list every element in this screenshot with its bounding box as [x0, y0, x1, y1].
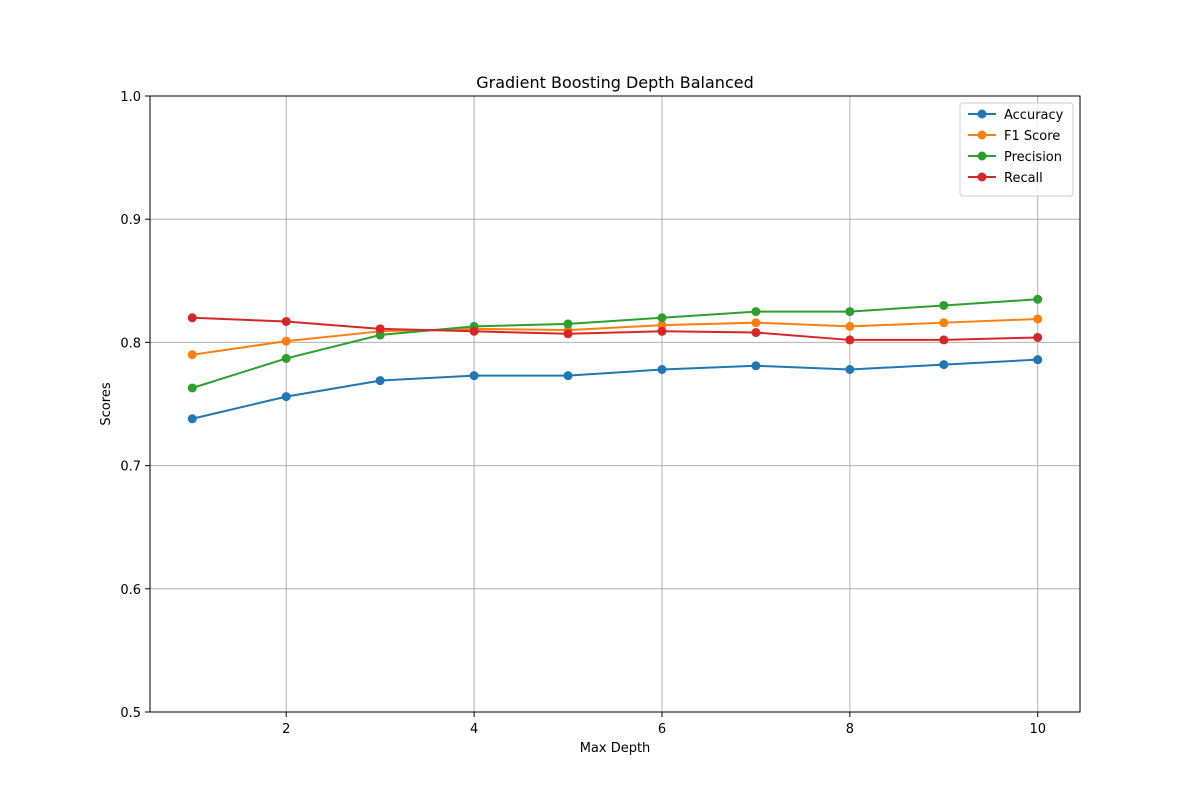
- data-point-precision: [187, 383, 197, 393]
- plot-frame: [149, 95, 1081, 713]
- y-tick-label: 0.8: [120, 336, 141, 351]
- data-point-accuracy: [1033, 355, 1043, 365]
- data-point-f1-score: [1033, 314, 1043, 324]
- data-point-recall: [563, 329, 573, 339]
- data-point-f1-score: [751, 318, 761, 328]
- data-point-accuracy: [751, 361, 761, 371]
- x-tick-label: 4: [470, 722, 478, 737]
- data-point-recall: [281, 316, 291, 326]
- x-tick-label: 8: [846, 722, 854, 737]
- legend-item-accuracy: Accuracy: [968, 108, 1064, 123]
- data-point-recall: [845, 335, 855, 345]
- data-point-precision: [657, 313, 667, 323]
- data-point-precision: [281, 353, 291, 363]
- legend-item-f1-score: F1 Score: [968, 129, 1060, 144]
- data-point-accuracy: [375, 376, 385, 386]
- series-accuracy: [187, 355, 1043, 424]
- series-recall: [187, 313, 1043, 345]
- data-point-accuracy: [469, 371, 479, 381]
- series-precision: [187, 294, 1043, 393]
- data-point-precision: [563, 319, 573, 329]
- data-point-accuracy: [563, 371, 573, 381]
- data-point-recall: [657, 326, 667, 336]
- y-tick-label: 0.5: [120, 706, 141, 721]
- x-tick-label: 2: [282, 722, 290, 737]
- data-point-f1-score: [657, 320, 667, 330]
- legend-box: [959, 102, 1074, 197]
- y-tick-label: 1.0: [120, 90, 141, 105]
- series-line-accuracy: [192, 358, 1038, 420]
- legend-swatch-marker: [977, 130, 987, 140]
- legend-swatch-marker: [977, 109, 987, 119]
- grid: [150, 96, 1080, 712]
- data-point-recall: [187, 313, 197, 323]
- legend-label: Recall: [1004, 171, 1043, 186]
- data-point-accuracy: [187, 414, 197, 424]
- y-tick-label: 0.7: [120, 460, 141, 475]
- y-tick-label: 0.6: [120, 583, 141, 598]
- chart-title: Gradient Boosting Depth Balanced: [476, 73, 754, 92]
- legend-label: F1 Score: [1004, 129, 1060, 144]
- x-axis-label: Max Depth: [580, 741, 651, 756]
- data-point-f1-score: [187, 350, 197, 360]
- legend-label: Accuracy: [1004, 108, 1064, 123]
- data-point-recall: [939, 335, 949, 345]
- data-point-recall: [751, 328, 761, 338]
- x-tick-label: 10: [1029, 722, 1046, 737]
- legend-item-precision: Precision: [968, 150, 1062, 165]
- x-tick-label: 6: [658, 722, 666, 737]
- data-point-precision: [375, 330, 385, 340]
- series-lines: [187, 294, 1043, 424]
- legend: Accuracy F1 Score Precision Recall: [959, 102, 1074, 197]
- data-point-f1-score: [845, 321, 855, 331]
- data-point-precision: [1033, 294, 1043, 304]
- legend-swatch-marker: [977, 151, 987, 161]
- data-point-f1-score: [939, 318, 949, 328]
- data-point-precision: [939, 300, 949, 310]
- data-point-accuracy: [939, 360, 949, 370]
- series-line-recall: [192, 316, 1038, 341]
- data-point-accuracy: [281, 392, 291, 402]
- series-line-f1-score: [192, 317, 1038, 356]
- series-line-precision: [191, 298, 1038, 389]
- data-point-accuracy: [657, 365, 667, 375]
- data-point-recall: [1033, 332, 1043, 342]
- data-point-precision: [845, 307, 855, 317]
- data-point-recall: [469, 326, 479, 336]
- legend-label: Precision: [1004, 150, 1062, 165]
- y-tick-label: 0.9: [120, 213, 141, 228]
- data-point-accuracy: [845, 365, 855, 375]
- axis-ticks: 2 4 6 8 10 0.5 0.6 0.7 0.8 0.9 1.0: [120, 90, 1046, 737]
- legend-swatch-marker: [977, 172, 987, 182]
- legend-item-recall: Recall: [968, 171, 1043, 186]
- y-axis-label: Scores: [99, 382, 114, 425]
- data-point-recall: [375, 324, 385, 334]
- data-point-f1-score: [281, 336, 291, 346]
- data-point-precision: [751, 307, 761, 317]
